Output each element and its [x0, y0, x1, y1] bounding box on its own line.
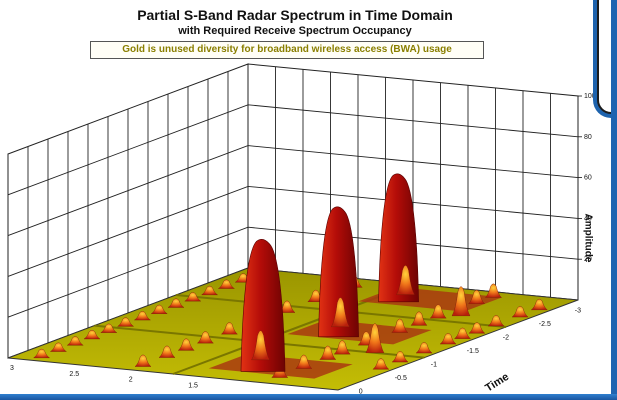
- y-tick-label: 1.5: [188, 382, 198, 389]
- z-tick-label: 80: [584, 134, 592, 141]
- z-tick-label: 100: [584, 93, 596, 100]
- sidelobe-bump: [468, 322, 486, 334]
- sidelobe-bump: [133, 311, 152, 321]
- sidelobe-bump: [295, 354, 313, 369]
- sidelobe-bump: [372, 358, 390, 370]
- x-tick-label: -2: [503, 335, 509, 342]
- sidelobe-bump: [32, 348, 51, 359]
- y-tick-label: 2.5: [69, 371, 79, 378]
- y-tick-label: 3: [10, 365, 14, 372]
- chart-title: Partial S-Band Radar Spectrum in Time Do…: [137, 7, 453, 23]
- x-tick-label: 0: [359, 389, 363, 396]
- x-tick-label: -2.5: [539, 321, 551, 328]
- sidelobe-bump: [333, 340, 351, 355]
- window-bottom-bar: [0, 394, 617, 400]
- sidelobe-bump: [116, 317, 135, 327]
- sidelobe-bump: [177, 338, 195, 351]
- sidelobe-bump: [410, 311, 428, 326]
- sidelobe-bump: [439, 333, 457, 345]
- radar-peak: [240, 239, 286, 372]
- sidelobe-bump: [511, 306, 529, 318]
- x-axis-label: Time: [483, 371, 511, 395]
- sidelobe-bump: [365, 323, 385, 353]
- z-tick-label: 60: [584, 175, 592, 182]
- sidelobe-bump: [158, 345, 176, 358]
- wall-gridline: [7, 145, 579, 237]
- sidelobe-bump: [451, 286, 471, 317]
- annotation-box: Gold is unused diversity for broadband w…: [90, 41, 484, 59]
- sidelobe-bump: [220, 322, 238, 335]
- wall-gridline: [7, 226, 579, 318]
- sidelobe-bump: [217, 279, 236, 289]
- wall-gridline: [7, 104, 579, 196]
- sidelobe-bump: [251, 330, 270, 361]
- z-tick-label: 40: [584, 215, 592, 222]
- y-tick-label: 2: [129, 377, 133, 384]
- sidelobe-bump: [167, 298, 185, 308]
- x-tick-label: -3: [575, 308, 581, 315]
- sidelobe-bump: [319, 345, 337, 360]
- sidelobe-bump: [468, 289, 486, 304]
- sidelobe-bump: [184, 292, 202, 302]
- sidelobe-bump: [100, 323, 118, 333]
- sidelobe-bump: [66, 336, 84, 346]
- chart-subtitle: with Required Receive Spectrum Occupancy: [178, 25, 412, 37]
- sidelobe-bump: [429, 304, 447, 319]
- x-tick-label: -1.5: [467, 348, 479, 355]
- wall-gridline: [7, 185, 579, 277]
- x-tick-label: -0.5: [395, 375, 407, 382]
- sidelobe-bump: [487, 315, 505, 327]
- sidelobe-bump: [453, 327, 472, 339]
- sidelobe-bump: [391, 351, 409, 363]
- sidelobe-bump: [134, 354, 152, 367]
- window-edge: [611, 0, 617, 400]
- sidelobe-bump: [396, 265, 415, 295]
- radar-peak: [318, 206, 359, 338]
- sidelobe-bump: [83, 329, 101, 340]
- sidelobe-bump: [150, 304, 168, 314]
- sidelobe-bump: [196, 331, 214, 344]
- sidelobe-bump: [49, 342, 68, 352]
- sidelobe-bump: [484, 283, 502, 298]
- sidelobe-bump: [200, 285, 219, 296]
- z-axis-label: Amplitude: [582, 213, 594, 263]
- z-tick-label: 20: [584, 256, 592, 263]
- sidelobe-bump: [331, 297, 350, 327]
- sidelobe-bump: [530, 298, 548, 311]
- sidelobe-bump: [415, 342, 433, 354]
- sidelobe-bump: [391, 318, 409, 333]
- x-tick-label: -1: [431, 362, 437, 369]
